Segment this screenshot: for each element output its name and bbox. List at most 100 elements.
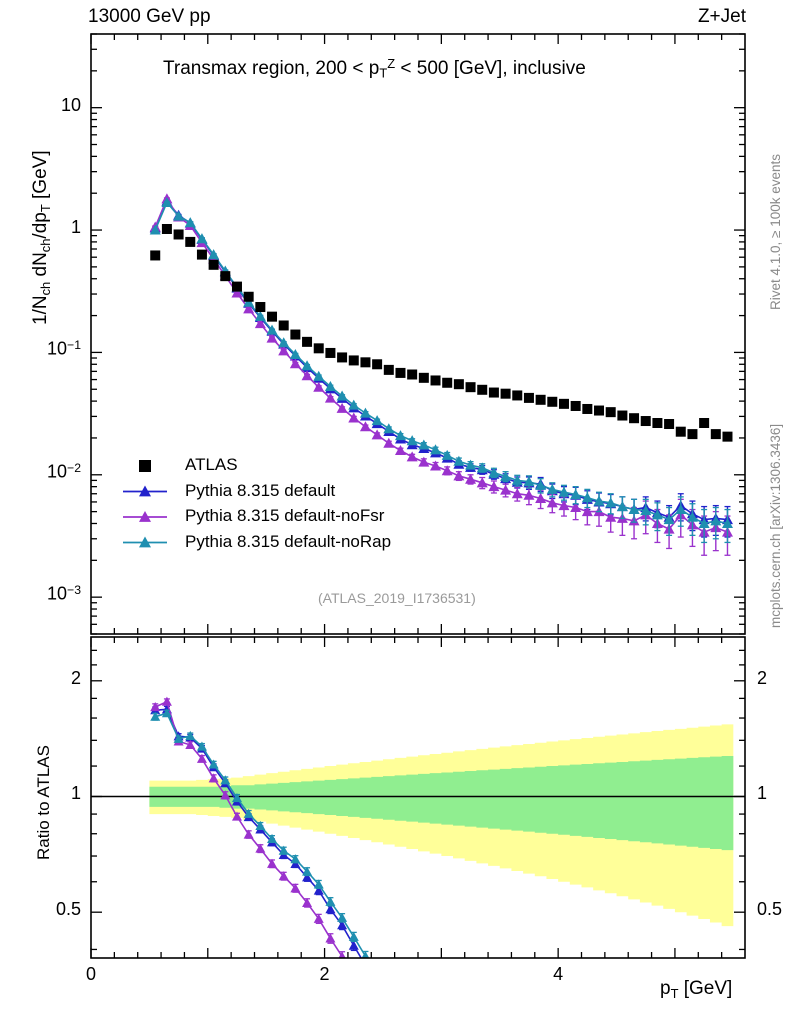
data-marker-triangle [511,488,523,499]
data-marker-square [337,352,348,363]
legend-entry-2[interactable]: Pythia 8.315 default-noFsr [185,506,385,525]
data-marker-triangle [349,972,359,981]
data-marker-square [161,223,172,234]
data-marker-triangle [465,459,477,470]
data-marker-triangle [651,509,663,520]
axis-tick-label: 10 [60,94,81,115]
data-marker-triangle [278,337,290,348]
data-marker-triangle [430,444,442,455]
data-marker-triangle [324,380,336,391]
data-marker-square [477,384,488,395]
data-marker-triangle [419,1003,429,1012]
data-marker-triangle [267,858,278,868]
data-marker-square [687,429,698,440]
data-marker-triangle [359,421,371,432]
data-marker-triangle [301,360,313,371]
plot-title: Transmax region, 200 < pTZ < 500 [GeV], … [163,56,586,81]
data-marker-triangle [523,489,535,500]
data-marker-triangle [208,249,220,260]
data-marker-square [196,249,207,260]
data-marker-triangle [301,370,313,381]
data-marker-square [512,390,523,401]
data-marker-triangle [384,985,394,994]
data-marker-square [453,379,464,390]
data-marker-triangle [406,435,418,446]
legend-entry-1[interactable]: Pythia 8.315 default [185,480,336,500]
data-marker-triangle [453,455,465,466]
data-marker-triangle [361,951,370,958]
data-marker-square [302,336,313,347]
axis-tick-label: 0.5 [757,899,783,920]
data-marker-triangle [570,502,582,513]
data-marker-triangle [196,741,207,751]
data-marker-square [255,302,266,313]
axis-tick-label: 1 [70,783,81,804]
data-marker-triangle [419,1013,429,1022]
data-marker-triangle [581,506,593,517]
axis-tick-label: 1 [70,217,81,238]
data-marker-triangle [371,415,383,426]
data-marker-triangle [605,511,617,522]
axis-tick-label: 2 [319,964,330,984]
data-marker-triangle [442,1020,452,1024]
data-marker-square [267,311,278,322]
data-marker-square [430,375,441,386]
legend-entry-0[interactable]: ATLAS [185,455,238,474]
data-marker-triangle [372,1013,382,1022]
data-marker-triangle [150,701,161,712]
axis-tick-label: 0.5 [55,899,81,920]
data-marker-triangle [348,412,360,423]
data-marker-triangle [348,399,360,410]
data-marker-triangle [500,484,512,495]
data-marker-square [664,419,675,430]
x-axis-label: pT [GeV] [660,978,733,1001]
data-marker-triangle [220,790,231,800]
legend-entry-3[interactable]: Pythia 8.315 default-noRap [185,531,392,551]
data-marker-triangle [313,381,325,392]
data-marker-triangle [266,324,278,335]
data-marker-triangle [254,318,266,329]
data-marker-square [535,394,546,405]
data-marker-triangle [383,423,395,434]
data-marker-square [383,364,394,375]
series-line [154,201,728,525]
data-marker-triangle [337,912,348,922]
data-marker-triangle [371,429,383,440]
process-label: Z+Jet [697,6,746,27]
data-marker-square [418,372,429,383]
data-marker-triangle [418,456,430,467]
data-marker-square [442,377,453,388]
data-marker-triangle [254,310,266,321]
data-marker-triangle [185,730,196,741]
data-marker-triangle [231,792,242,803]
data-marker-triangle [535,493,547,504]
data-marker-triangle [407,999,417,1008]
data-marker-square [231,281,242,292]
data-marker-square [139,460,151,472]
data-marker-square [722,431,733,442]
data-marker-triangle [523,476,535,487]
axis-tick-label: 2 [757,667,768,688]
data-marker-triangle [139,536,151,548]
data-marker-triangle [139,511,151,522]
data-marker-triangle [698,517,710,528]
axis-tick-label: 2 [70,667,81,688]
data-marker-triangle [394,444,406,455]
data-marker-triangle [325,896,336,906]
data-marker-square [617,410,628,421]
data-marker-triangle [185,739,196,749]
data-marker-triangle [441,449,453,460]
data-marker-triangle [278,845,289,855]
data-marker-triangle [255,843,266,853]
data-marker-triangle [255,820,266,831]
data-marker-triangle [710,515,722,526]
data-marker-triangle [139,485,151,497]
data-marker-triangle [465,473,477,484]
data-marker-triangle [593,495,605,506]
data-marker-square [558,398,569,409]
data-marker-square [360,357,371,368]
data-marker-triangle [290,858,301,868]
data-marker-square [500,388,511,399]
data-marker-square [465,382,476,393]
